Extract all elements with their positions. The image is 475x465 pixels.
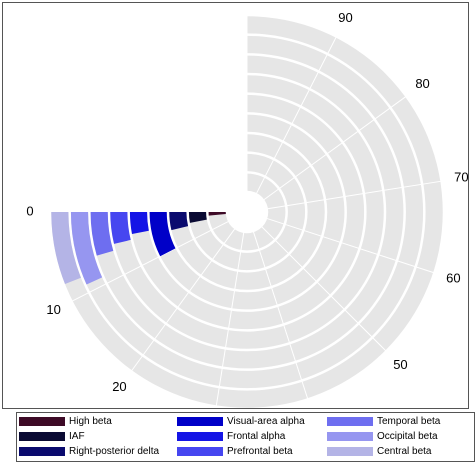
legend-item: IAF — [19, 430, 85, 443]
theta-tick-70: 70 — [454, 169, 468, 184]
gridline-90 — [255, 36, 337, 195]
theta-tick-100: 100 — [236, 0, 258, 1]
bar-occipital-beta — [70, 212, 103, 285]
gridline-70 — [266, 180, 442, 210]
bar-temporal-beta — [90, 212, 114, 256]
legend-label: Central beta — [377, 446, 432, 457]
legend-swatch — [327, 432, 373, 441]
legend-label: High beta — [69, 416, 112, 427]
bar-prefrontal-beta — [110, 212, 131, 244]
legend-item: Right-posterior delta — [19, 445, 159, 458]
legend-label: Temporal beta — [377, 416, 441, 427]
radial-bar-chart: 0102030405060708090100 — [26, 0, 468, 410]
gridline-50 — [260, 225, 387, 352]
legend-swatch — [19, 447, 65, 456]
legend-swatch — [177, 417, 223, 426]
legend-swatch — [177, 447, 223, 456]
bars-layer — [51, 212, 226, 285]
legend-item: High beta — [19, 415, 112, 428]
gridline-60 — [265, 217, 435, 274]
gridline-30 — [215, 231, 245, 407]
legend-swatch — [19, 417, 65, 426]
legend-swatch — [19, 432, 65, 441]
legend-item: Visual-area alpha — [177, 415, 305, 428]
legend-item: Prefrontal beta — [177, 445, 293, 458]
legend-label: Occipital beta — [377, 431, 438, 442]
bar-right-posterior-delta — [169, 212, 189, 231]
legend-item: Temporal beta — [327, 415, 440, 428]
gridline-80 — [262, 95, 407, 201]
gridline-10 — [71, 220, 230, 302]
legend-item: Frontal alpha — [177, 430, 285, 443]
legend-label: Prefrontal beta — [227, 446, 293, 457]
legend-item: Occipital beta — [327, 430, 438, 443]
theta-tick-10: 10 — [46, 302, 60, 317]
legend-label: Visual-area alpha — [227, 416, 305, 427]
legend-label: Frontal alpha — [227, 431, 286, 442]
bar-iaf — [188, 212, 207, 223]
legend-swatch — [327, 417, 373, 426]
bar-central-beta — [51, 212, 81, 285]
theta-tick-0: 0 — [26, 203, 33, 218]
legend-label: Right-posterior delta — [69, 446, 160, 457]
theta-tick-20: 20 — [112, 379, 126, 394]
legend-swatch — [327, 447, 373, 456]
legend-item: Central beta — [327, 445, 431, 458]
gridline-40 — [252, 230, 309, 400]
theta-tick-50: 50 — [393, 357, 407, 372]
bar-frontal-alpha — [129, 212, 149, 234]
legend-swatch — [177, 432, 223, 441]
legend-label: IAF — [69, 431, 85, 442]
theta-tick-60: 60 — [446, 270, 460, 285]
theta-tick-80: 80 — [415, 76, 429, 91]
bar-high-beta — [208, 212, 226, 216]
gridline-20 — [130, 227, 236, 372]
grid-layer — [50, 15, 442, 407]
legend: High beta IAF Right-posterior delta Visual-… — [16, 412, 475, 462]
theta-tick-labels: 0102030405060708090100 — [26, 0, 468, 410]
bar-visual-area-alpha — [149, 212, 176, 257]
theta-tick-90: 90 — [338, 10, 352, 25]
